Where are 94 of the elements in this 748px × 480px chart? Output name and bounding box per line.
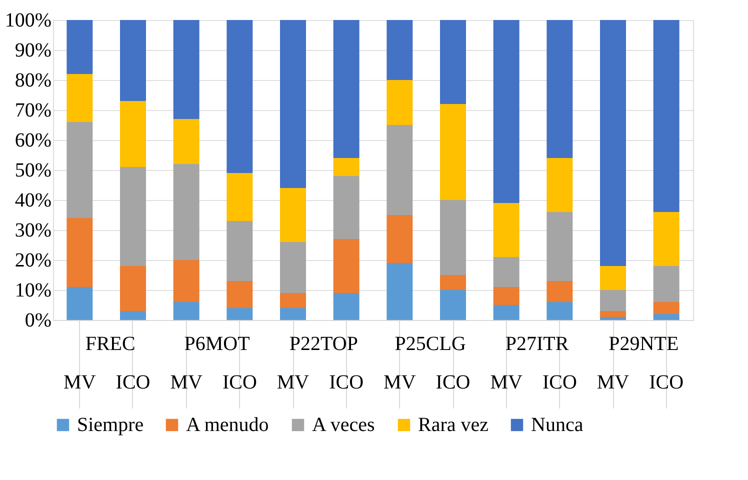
y-tick-label: 100% [4,10,52,32]
bar [653,302,680,314]
bar [66,287,93,320]
x-tick-label: ICO [542,372,577,394]
bar [120,20,146,101]
bar [173,260,200,302]
bar [333,293,360,320]
bar [440,20,466,104]
x-tick-label: ICO [329,372,364,394]
bar [66,218,93,287]
bar [653,314,680,320]
bar [173,20,200,119]
bar [173,302,200,320]
bar [386,80,413,125]
bar [173,119,200,164]
bar [280,308,306,320]
y-tick-label: 40% [14,190,52,212]
bar [66,122,93,218]
bar [280,188,306,242]
y-tick-label: 70% [14,100,52,122]
bar [333,239,360,293]
text: FREC [85,333,136,355]
bar [386,125,413,215]
x-tick-label: MV [276,372,310,394]
bar [440,104,466,200]
text: P6MOT [184,333,250,355]
bar [493,305,520,320]
bar [440,290,466,320]
legend-label: Nunca [531,414,584,436]
bar [226,173,253,221]
bar [546,212,573,281]
bar [226,308,253,320]
legend-label: A veces [312,414,375,436]
text: P29NTE [608,333,679,355]
bar [440,275,466,290]
y-tick-label: 90% [14,40,52,62]
bar [546,158,573,212]
bar [386,263,413,320]
y-tick-label: 10% [14,280,52,302]
bar [600,266,626,290]
bar [546,20,573,158]
bar [546,302,573,320]
bar [280,242,306,293]
bar [600,20,626,266]
bar [333,20,360,158]
legend-label: Siempre [77,414,144,436]
x-tick-label: ICO [649,372,684,394]
legend-label: Rara vez [418,414,489,436]
bar [226,221,253,281]
bar [493,203,520,257]
bar [120,311,146,320]
bar [120,167,146,266]
y-tick-label: 50% [14,160,52,182]
bar [493,257,520,287]
bar [333,176,360,239]
text: P27ITR [505,333,570,355]
bar [440,200,466,275]
x-tick-label: MV [596,372,630,394]
bar [120,101,146,167]
y-tick-label: 0% [24,310,52,332]
bar [173,164,200,260]
bar [226,20,253,173]
bar [600,317,626,320]
bar [280,293,306,308]
bar [493,20,520,203]
text: P22TOP [289,333,358,355]
x-tick-label: ICO [116,372,150,394]
bar [653,266,680,302]
y-tick-label: 60% [14,130,52,152]
bar [493,287,520,305]
text: P25CLG [394,333,466,355]
legend-label: A menudo [186,414,269,436]
bar [386,20,413,80]
bar [386,215,413,263]
bar [653,212,680,266]
bar [653,20,680,212]
bar [546,281,573,302]
x-tick-label: ICO [436,372,470,394]
bar [600,311,626,317]
bar [66,20,93,74]
y-tick-label: 20% [14,250,52,272]
y-tick-label: 80% [14,70,52,92]
bar [333,158,360,176]
bar [66,74,93,122]
x-tick-label: MV [384,372,416,394]
y-tick-label: 30% [14,220,52,242]
bar [120,266,146,311]
bar [600,290,626,311]
bar [280,20,306,188]
bar [226,281,253,308]
x-tick-label: ICO [222,372,257,394]
x-tick-label: MV [170,372,203,394]
x-tick-label: MV [64,372,96,394]
x-tick-label: MV [490,372,523,394]
